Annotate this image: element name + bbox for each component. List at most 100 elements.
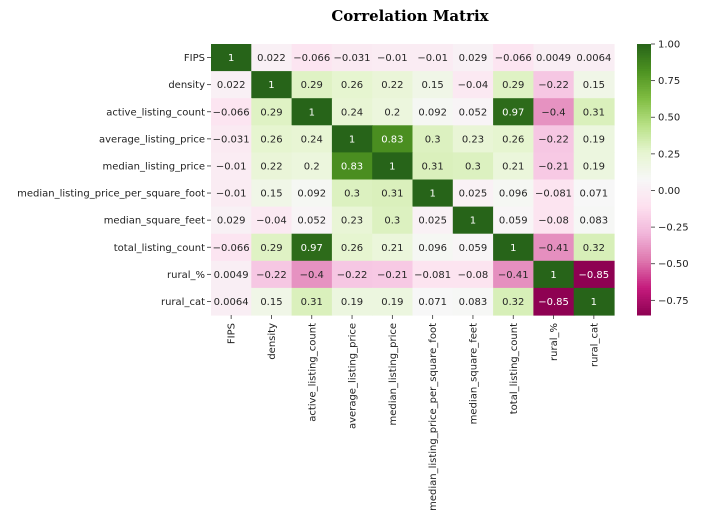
chart-title: Correlation Matrix (331, 7, 489, 25)
x-tick-label: density (267, 323, 278, 360)
heatmap-cell (452, 152, 494, 181)
cell-value-label: 0.025 (459, 189, 488, 200)
cell-value-label: 0.29 (260, 107, 282, 118)
colorbar-segment (637, 93, 651, 97)
colorbar-segment (637, 123, 651, 126)
colorbar-segment (637, 44, 651, 47)
heatmap-cell (533, 260, 575, 289)
colorbar-segment (637, 50, 651, 54)
colorbar-segment (637, 95, 651, 99)
colorbar-segment (637, 111, 651, 115)
heatmap-cell (412, 98, 454, 126)
heatmap-cell (533, 179, 575, 208)
colorbar-segment (637, 80, 651, 83)
heatmap-cell (251, 206, 293, 235)
colorbar-segment (637, 161, 651, 165)
cell-value-label: −0.01 (377, 53, 408, 64)
colorbar-segment (637, 129, 651, 133)
cell-value-label: 0.025 (418, 216, 447, 227)
heatmap-cell (251, 260, 293, 289)
x-tick-label: median_listing_price (388, 323, 399, 426)
cell-value-label: −0.066 (213, 107, 250, 118)
cell-value-label: 0.0064 (576, 53, 611, 64)
cell-value-label: 0.059 (499, 216, 528, 227)
colorbar-segment (637, 159, 651, 162)
cell-value-label: 0.29 (502, 80, 524, 91)
cell-value-label: 0.3 (465, 161, 481, 172)
colorbar-segment (637, 125, 651, 129)
cell-value-label: 0.083 (459, 297, 488, 308)
colorbar-segment (637, 138, 651, 142)
colorbar-segment (637, 66, 651, 70)
cell-value-label: 0.97 (301, 243, 323, 254)
colorbar-segment (637, 235, 651, 239)
colorbar-segment (637, 213, 651, 217)
cell-value-label: 0.24 (341, 107, 363, 118)
colorbar-segment (637, 84, 651, 88)
cell-value-label: −0.41 (498, 270, 529, 281)
heatmap-cell (573, 287, 615, 316)
colorbar-segment (637, 75, 651, 79)
heatmap-cell (573, 206, 615, 235)
heatmap-cell (372, 179, 414, 208)
colorbar-segment (637, 267, 651, 271)
x-tick-labels: FIPS density active_listing_count average_l… (227, 315, 600, 511)
heatmap-cell (412, 71, 454, 99)
heatmap-cell (372, 98, 414, 126)
colorbar-tick-label: 0.25 (658, 149, 680, 160)
heatmap-cell (211, 44, 252, 72)
colorbar-segment (637, 294, 651, 298)
heatmap-cell (211, 260, 252, 289)
colorbar-segment (637, 220, 651, 223)
colorbar-segment (637, 62, 651, 65)
colorbar-segment (637, 100, 651, 104)
heatmap-cell (331, 179, 373, 208)
cell-value-label: −0.41 (538, 243, 569, 254)
colorbar-segment (637, 73, 651, 77)
colorbar-segment (637, 190, 651, 194)
heatmap-cell (573, 98, 615, 126)
colorbar-segment (637, 116, 651, 120)
colorbar-tick-label: 0.75 (658, 76, 680, 87)
heatmap-cell (493, 206, 534, 235)
colorbar-segment (637, 287, 651, 291)
cell-value-label: −0.08 (458, 270, 489, 281)
colorbar-segment (637, 109, 651, 113)
colorbar-segment (637, 179, 651, 183)
colorbar-segment (637, 188, 651, 192)
colorbar-segment (637, 197, 651, 201)
heatmap-cell (291, 206, 333, 235)
y-tick-label: median_listing_price_per_square_foot (17, 189, 205, 200)
cell-value-label: 0.83 (381, 134, 403, 145)
heatmap-cell (211, 125, 252, 153)
cell-value-label: 0.26 (260, 134, 282, 145)
colorbar-segment (637, 260, 651, 264)
heatmap-cell (251, 44, 293, 72)
heatmap-cell (533, 44, 575, 72)
heatmap-cell (372, 152, 414, 181)
heatmap-cell (452, 233, 494, 262)
heatmap-cell (493, 44, 534, 72)
heatmap-cell (573, 125, 615, 153)
cell-value-label: 0.31 (301, 297, 323, 308)
colorbar-segment (637, 71, 651, 74)
colorbar-segment (637, 152, 651, 156)
cell-value-label: −0.04 (256, 216, 287, 227)
colorbar-segment (637, 310, 651, 314)
colorbar-segment (637, 217, 651, 221)
colorbar-segment (637, 177, 651, 180)
heatmap-cell (452, 206, 494, 235)
colorbar-segment (637, 98, 651, 101)
heatmap-cell (291, 125, 333, 153)
cell-value-label: 1 (429, 189, 435, 200)
cell-value-label: 0.19 (583, 134, 605, 145)
cell-value-label: 1 (349, 134, 355, 145)
colorbar-segment (637, 281, 651, 284)
heatmap-cell (291, 287, 333, 316)
heatmap-cell (291, 179, 333, 208)
heatmap-cell (211, 179, 252, 208)
colorbar: 1.00 0.75 0.50 0.25 0.00 −0.25 −0.50 −0.75 (637, 40, 689, 316)
x-tick-label: median_square_feet (468, 323, 479, 424)
colorbar-segment (637, 274, 651, 278)
